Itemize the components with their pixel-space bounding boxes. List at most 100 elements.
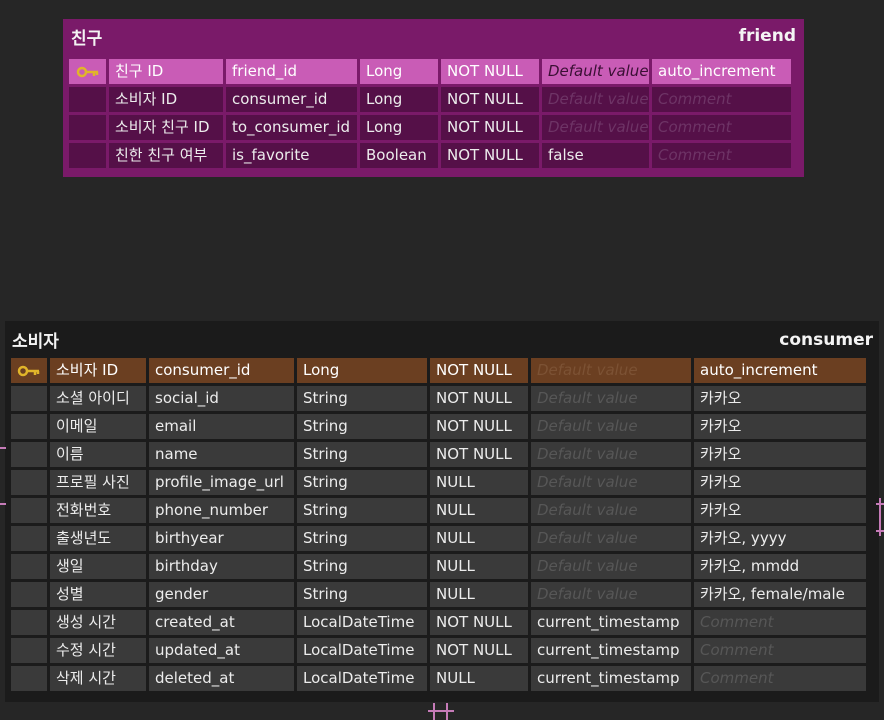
column-label: 생일 — [50, 554, 146, 579]
key-cell — [11, 526, 47, 551]
key-cell — [11, 414, 47, 439]
table-row[interactable]: 친한 친구 여부 is_favorite Boolean NOT NULL false C… — [69, 143, 798, 168]
column-comment: 카카오, mmdd — [694, 554, 866, 579]
column-type: String — [297, 498, 427, 523]
column-default: current_timestamp — [531, 666, 691, 691]
column-nullable: NULL — [430, 470, 528, 495]
column-default: Default value — [531, 498, 691, 523]
relation-line-left — [0, 447, 6, 449]
column-type: LocalDateTime — [297, 638, 427, 663]
column-default: Default value — [542, 115, 649, 140]
column-comment: Comment — [652, 115, 791, 140]
column-field: to_consumer_id — [226, 115, 357, 140]
column-default: current_timestamp — [531, 610, 691, 635]
relation-marker-bottom — [433, 703, 435, 720]
column-comment: Comment — [694, 610, 866, 635]
table-row[interactable]: 생일 birthday String NULL Default value 카카오, mm… — [11, 554, 873, 579]
column-nullable: NULL — [430, 526, 528, 551]
column-comment: Comment — [652, 87, 791, 112]
column-type: String — [297, 386, 427, 411]
table-row[interactable]: 출생년도 birthyear String NULL Default value 카카오,… — [11, 526, 873, 551]
table-row[interactable]: 이름 name String NOT NULL Default value 카카오 — [11, 442, 873, 467]
relation-marker-bottom — [428, 710, 454, 712]
column-comment: 카카오 — [694, 414, 866, 439]
column-label: 소비자 ID — [109, 87, 223, 112]
column-nullable: NOT NULL — [441, 87, 539, 112]
table-title: 친구 — [71, 28, 103, 49]
table-row[interactable]: 소비자 ID consumer_id Long NOT NULL Default val… — [11, 358, 873, 383]
column-type: Long — [360, 87, 438, 112]
column-comment: auto_increment — [652, 59, 791, 84]
column-comment: auto_increment — [694, 358, 866, 383]
relation-marker-right — [879, 498, 881, 536]
table-row[interactable]: 생성 시간 created_at LocalDateTime NOT NULL curr… — [11, 610, 873, 635]
column-nullable: NOT NULL — [430, 442, 528, 467]
table-row[interactable]: 소비자 친구 ID to_consumer_id Long NOT NULL Defau… — [69, 115, 798, 140]
column-type: String — [297, 414, 427, 439]
key-cell — [69, 115, 106, 140]
key-cell — [11, 666, 47, 691]
column-nullable: NOT NULL — [430, 358, 528, 383]
table-row[interactable]: 소비자 ID consumer_id Long NOT NULL Default val… — [69, 87, 798, 112]
column-field: deleted_at — [149, 666, 294, 691]
column-default: Default value — [531, 470, 691, 495]
column-field: consumer_id — [149, 358, 294, 383]
column-label: 소셜 아이디 — [50, 386, 146, 411]
key-cell — [69, 87, 106, 112]
key-cell — [11, 638, 47, 663]
table-row[interactable]: 전화번호 phone_number String NULL Default value 카… — [11, 498, 873, 523]
column-list: 소비자 ID consumer_id Long NOT NULL Default val… — [5, 358, 879, 691]
consumer-table[interactable]: 소비자 consumer 소비자 ID consumer_id Long NOT NU… — [5, 321, 879, 702]
column-type: String — [297, 526, 427, 551]
column-field: phone_number — [149, 498, 294, 523]
key-cell — [11, 554, 47, 579]
column-nullable: NOT NULL — [441, 143, 539, 168]
column-comment: Comment — [652, 143, 791, 168]
key-cell — [11, 498, 47, 523]
table-name: friend — [738, 26, 796, 46]
column-type: Long — [360, 115, 438, 140]
table-row[interactable]: 이메일 email String NOT NULL Default value 카카오 — [11, 414, 873, 439]
column-field: social_id — [149, 386, 294, 411]
table-row[interactable]: 친구 ID friend_id Long NOT NULL Default value a… — [69, 59, 798, 84]
table-row[interactable]: 수정 시간 updated_at LocalDateTime NOT NULL curr… — [11, 638, 873, 663]
table-row[interactable]: 삭제 시간 deleted_at LocalDateTime NULL current_… — [11, 666, 873, 691]
table-row[interactable]: 성별 gender String NULL Default value 카카오, fema… — [11, 582, 873, 607]
column-nullable: NOT NULL — [430, 386, 528, 411]
relation-marker-bottom — [446, 703, 448, 720]
column-comment: 카카오 — [694, 442, 866, 467]
column-comment: 카카오, female/male — [694, 582, 866, 607]
relation-line-left — [0, 503, 6, 505]
column-field: is_favorite — [226, 143, 357, 168]
column-comment: 카카오 — [694, 386, 866, 411]
table-row[interactable]: 소셜 아이디 social_id String NOT NULL Default val… — [11, 386, 873, 411]
column-label: 프로필 사진 — [50, 470, 146, 495]
column-nullable: NULL — [430, 582, 528, 607]
column-field: updated_at — [149, 638, 294, 663]
column-type: String — [297, 554, 427, 579]
column-comment: Comment — [694, 638, 866, 663]
key-cell — [11, 582, 47, 607]
column-field: friend_id — [226, 59, 357, 84]
column-type: String — [297, 442, 427, 467]
column-label: 소비자 ID — [50, 358, 146, 383]
friend-table[interactable]: 친구 friend 친구 ID friend_id Long NOT NULL Defa… — [63, 19, 804, 177]
table-row[interactable]: 프로필 사진 profile_image_url String NULL Default… — [11, 470, 873, 495]
key-icon — [17, 365, 40, 376]
column-default: current_timestamp — [531, 638, 691, 663]
column-field: name — [149, 442, 294, 467]
column-field: profile_image_url — [149, 470, 294, 495]
column-field: consumer_id — [226, 87, 357, 112]
key-cell — [11, 358, 47, 383]
column-label: 친한 친구 여부 — [109, 143, 223, 168]
column-type: Boolean — [360, 143, 438, 168]
key-cell — [11, 442, 47, 467]
column-default: Default value — [531, 582, 691, 607]
key-cell — [11, 610, 47, 635]
key-cell — [11, 470, 47, 495]
column-default: false — [542, 143, 649, 168]
column-label: 수정 시간 — [50, 638, 146, 663]
key-icon — [76, 66, 98, 77]
column-label: 전화번호 — [50, 498, 146, 523]
column-default: Default value — [531, 554, 691, 579]
